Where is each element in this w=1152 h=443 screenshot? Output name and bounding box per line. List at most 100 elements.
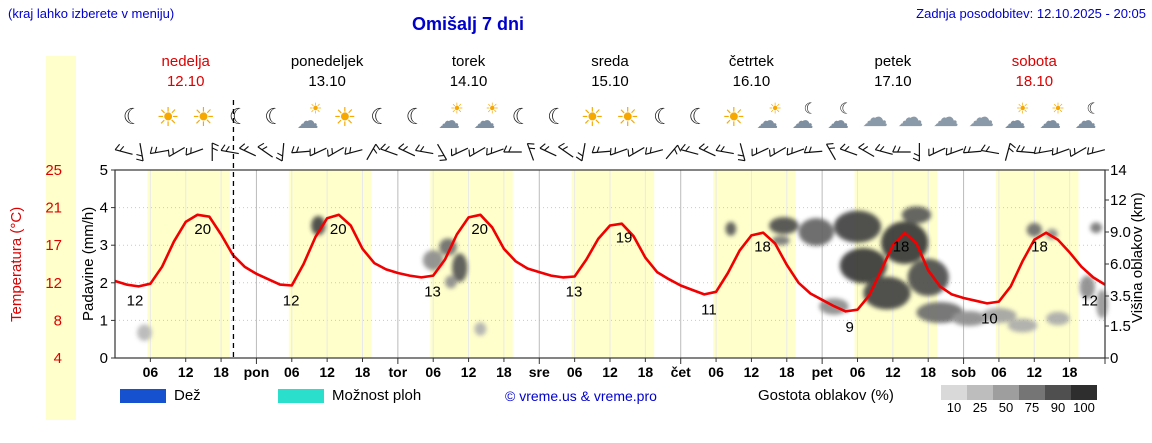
svg-text:3: 3 <box>100 237 108 254</box>
day-date: 13.10 <box>308 73 346 90</box>
day-icons: ☾ ☀ ☁ ☀ ☾ <box>256 97 397 137</box>
svg-text:06: 06 <box>850 364 866 380</box>
svg-text:sob: sob <box>951 364 976 380</box>
svg-text:12: 12 <box>602 364 618 380</box>
svg-text:čet: čet <box>671 364 692 380</box>
density-swatch <box>967 385 993 400</box>
svg-text:21: 21 <box>45 200 62 217</box>
day-icons: ☾ ☀ ☀ ☁ ☾ ☁ <box>681 97 822 137</box>
density-tick-label: 10 <box>946 400 962 415</box>
svg-text:13: 13 <box>424 283 441 300</box>
svg-text:9.0: 9.0 <box>1110 224 1131 241</box>
cloud-icon: ☁ <box>968 102 995 132</box>
svg-text:18: 18 <box>779 364 795 380</box>
svg-text:0: 0 <box>1110 350 1118 367</box>
svg-text:sre: sre <box>529 364 550 380</box>
day-name: ponedeljek <box>290 53 364 70</box>
day-header-petek: petek 17.10 <box>822 52 963 94</box>
day-icons: ☾ ☁ ☁ ☁ ☁ <box>822 97 963 137</box>
density-swatch <box>941 385 967 400</box>
day-date: 12.10 <box>166 73 205 90</box>
sun-icon: ☀ <box>333 102 357 132</box>
day-name: nedelja <box>161 53 210 70</box>
svg-text:18: 18 <box>1031 239 1048 256</box>
density-swatch <box>1019 385 1045 400</box>
density-swatch <box>1071 385 1097 400</box>
svg-text:12: 12 <box>178 364 194 380</box>
svg-text:pon: pon <box>244 364 270 380</box>
svg-text:12: 12 <box>45 275 62 292</box>
svg-text:5: 5 <box>100 162 108 179</box>
sun-cloud-icon: ☀ ☁ <box>1003 100 1030 134</box>
svg-text:18: 18 <box>638 364 654 380</box>
svg-text:20: 20 <box>471 221 488 238</box>
svg-text:9: 9 <box>846 319 854 336</box>
svg-text:06: 06 <box>284 364 300 380</box>
sun-icon: ☀ <box>156 102 180 132</box>
day-header-ponedeljek: ponedeljek 13.10 <box>256 52 397 94</box>
svg-text:1: 1 <box>100 312 108 329</box>
rain-legend-label: Dež <box>174 387 201 404</box>
density-swatch <box>1045 385 1071 400</box>
svg-text:11: 11 <box>701 301 717 318</box>
day-date: 16.10 <box>732 73 771 90</box>
svg-text:06: 06 <box>425 364 441 380</box>
cloud-moon-icon: ☾ ☁ <box>1074 100 1100 134</box>
sun-cloud-icon: ☀ ☁ <box>296 100 323 134</box>
svg-text:pet: pet <box>812 364 833 380</box>
page-title: Omišalj 7 dni <box>411 14 525 34</box>
svg-text:20: 20 <box>194 221 211 238</box>
day-date: 15.10 <box>591 73 629 90</box>
svg-text:12: 12 <box>1081 292 1098 309</box>
day-name: četrtek <box>728 53 774 70</box>
density-swatch <box>993 385 1019 400</box>
day-header-četrtek: četrtek 16.10 <box>681 52 822 94</box>
svg-text:3.5: 3.5 <box>1110 288 1131 305</box>
menu-hint: (kraj lahko izberete v meniju) <box>8 6 175 21</box>
sun-icon: ☀ <box>722 102 746 132</box>
moon-icon: ☾ <box>547 104 567 129</box>
svg-text:8: 8 <box>54 312 62 329</box>
moon-icon: ☾ <box>511 104 532 129</box>
svg-text:12: 12 <box>744 364 760 380</box>
moon-icon: ☾ <box>688 104 709 129</box>
svg-text:12: 12 <box>319 364 335 380</box>
cloud-icon: ☁ <box>862 102 889 132</box>
svg-text:18: 18 <box>893 239 910 256</box>
svg-text:06: 06 <box>143 364 159 380</box>
svg-text:0: 0 <box>100 350 108 367</box>
showers-legend-swatch <box>278 389 324 403</box>
day-header-nedelja: nedelja 12.10 <box>115 52 256 94</box>
moon-icon: ☾ <box>653 104 673 129</box>
svg-text:6.0: 6.0 <box>1110 256 1131 273</box>
svg-text:06: 06 <box>567 364 583 380</box>
last-update-text: Zadnja posodobitev: 12.10.2025 - 20:05 <box>916 6 1146 21</box>
cloud-icon: ☁ <box>932 102 959 132</box>
svg-text:10: 10 <box>981 310 998 327</box>
svg-text:2: 2 <box>100 275 108 292</box>
day-date: 17.10 <box>874 73 912 90</box>
svg-text:18: 18 <box>355 364 371 380</box>
svg-text:19: 19 <box>616 230 633 247</box>
svg-text:20: 20 <box>330 221 347 238</box>
moon-icon: ☾ <box>405 104 426 129</box>
day-icons: ☁ ☀ ☁ ☀ ☁ ☾ ☁ <box>964 97 1105 137</box>
svg-text:12: 12 <box>1026 364 1042 380</box>
sun-cloud-icon: ☀ ☁ <box>473 100 499 134</box>
sun-icon: ☀ <box>580 102 604 132</box>
day-icons: ☾ ☀ ☁ ☀ ☁ ☾ <box>398 97 539 137</box>
svg-text:18: 18 <box>213 364 229 380</box>
cloud-icon: ☁ <box>897 102 924 132</box>
svg-text:06: 06 <box>991 364 1007 380</box>
day-icons: ☾ ☀ ☀ ☾ <box>539 97 680 137</box>
svg-text:14: 14 <box>1110 162 1127 179</box>
cloud-moon-icon: ☾ ☁ <box>791 100 818 134</box>
svg-text:1.5: 1.5 <box>1110 318 1131 335</box>
copyright-link[interactable]: © vreme.us & vreme.pro <box>505 388 657 404</box>
svg-text:12: 12 <box>127 292 144 309</box>
svg-text:18: 18 <box>920 364 936 380</box>
svg-text:13: 13 <box>566 283 583 300</box>
day-header-sreda: sreda 15.10 <box>539 52 680 94</box>
